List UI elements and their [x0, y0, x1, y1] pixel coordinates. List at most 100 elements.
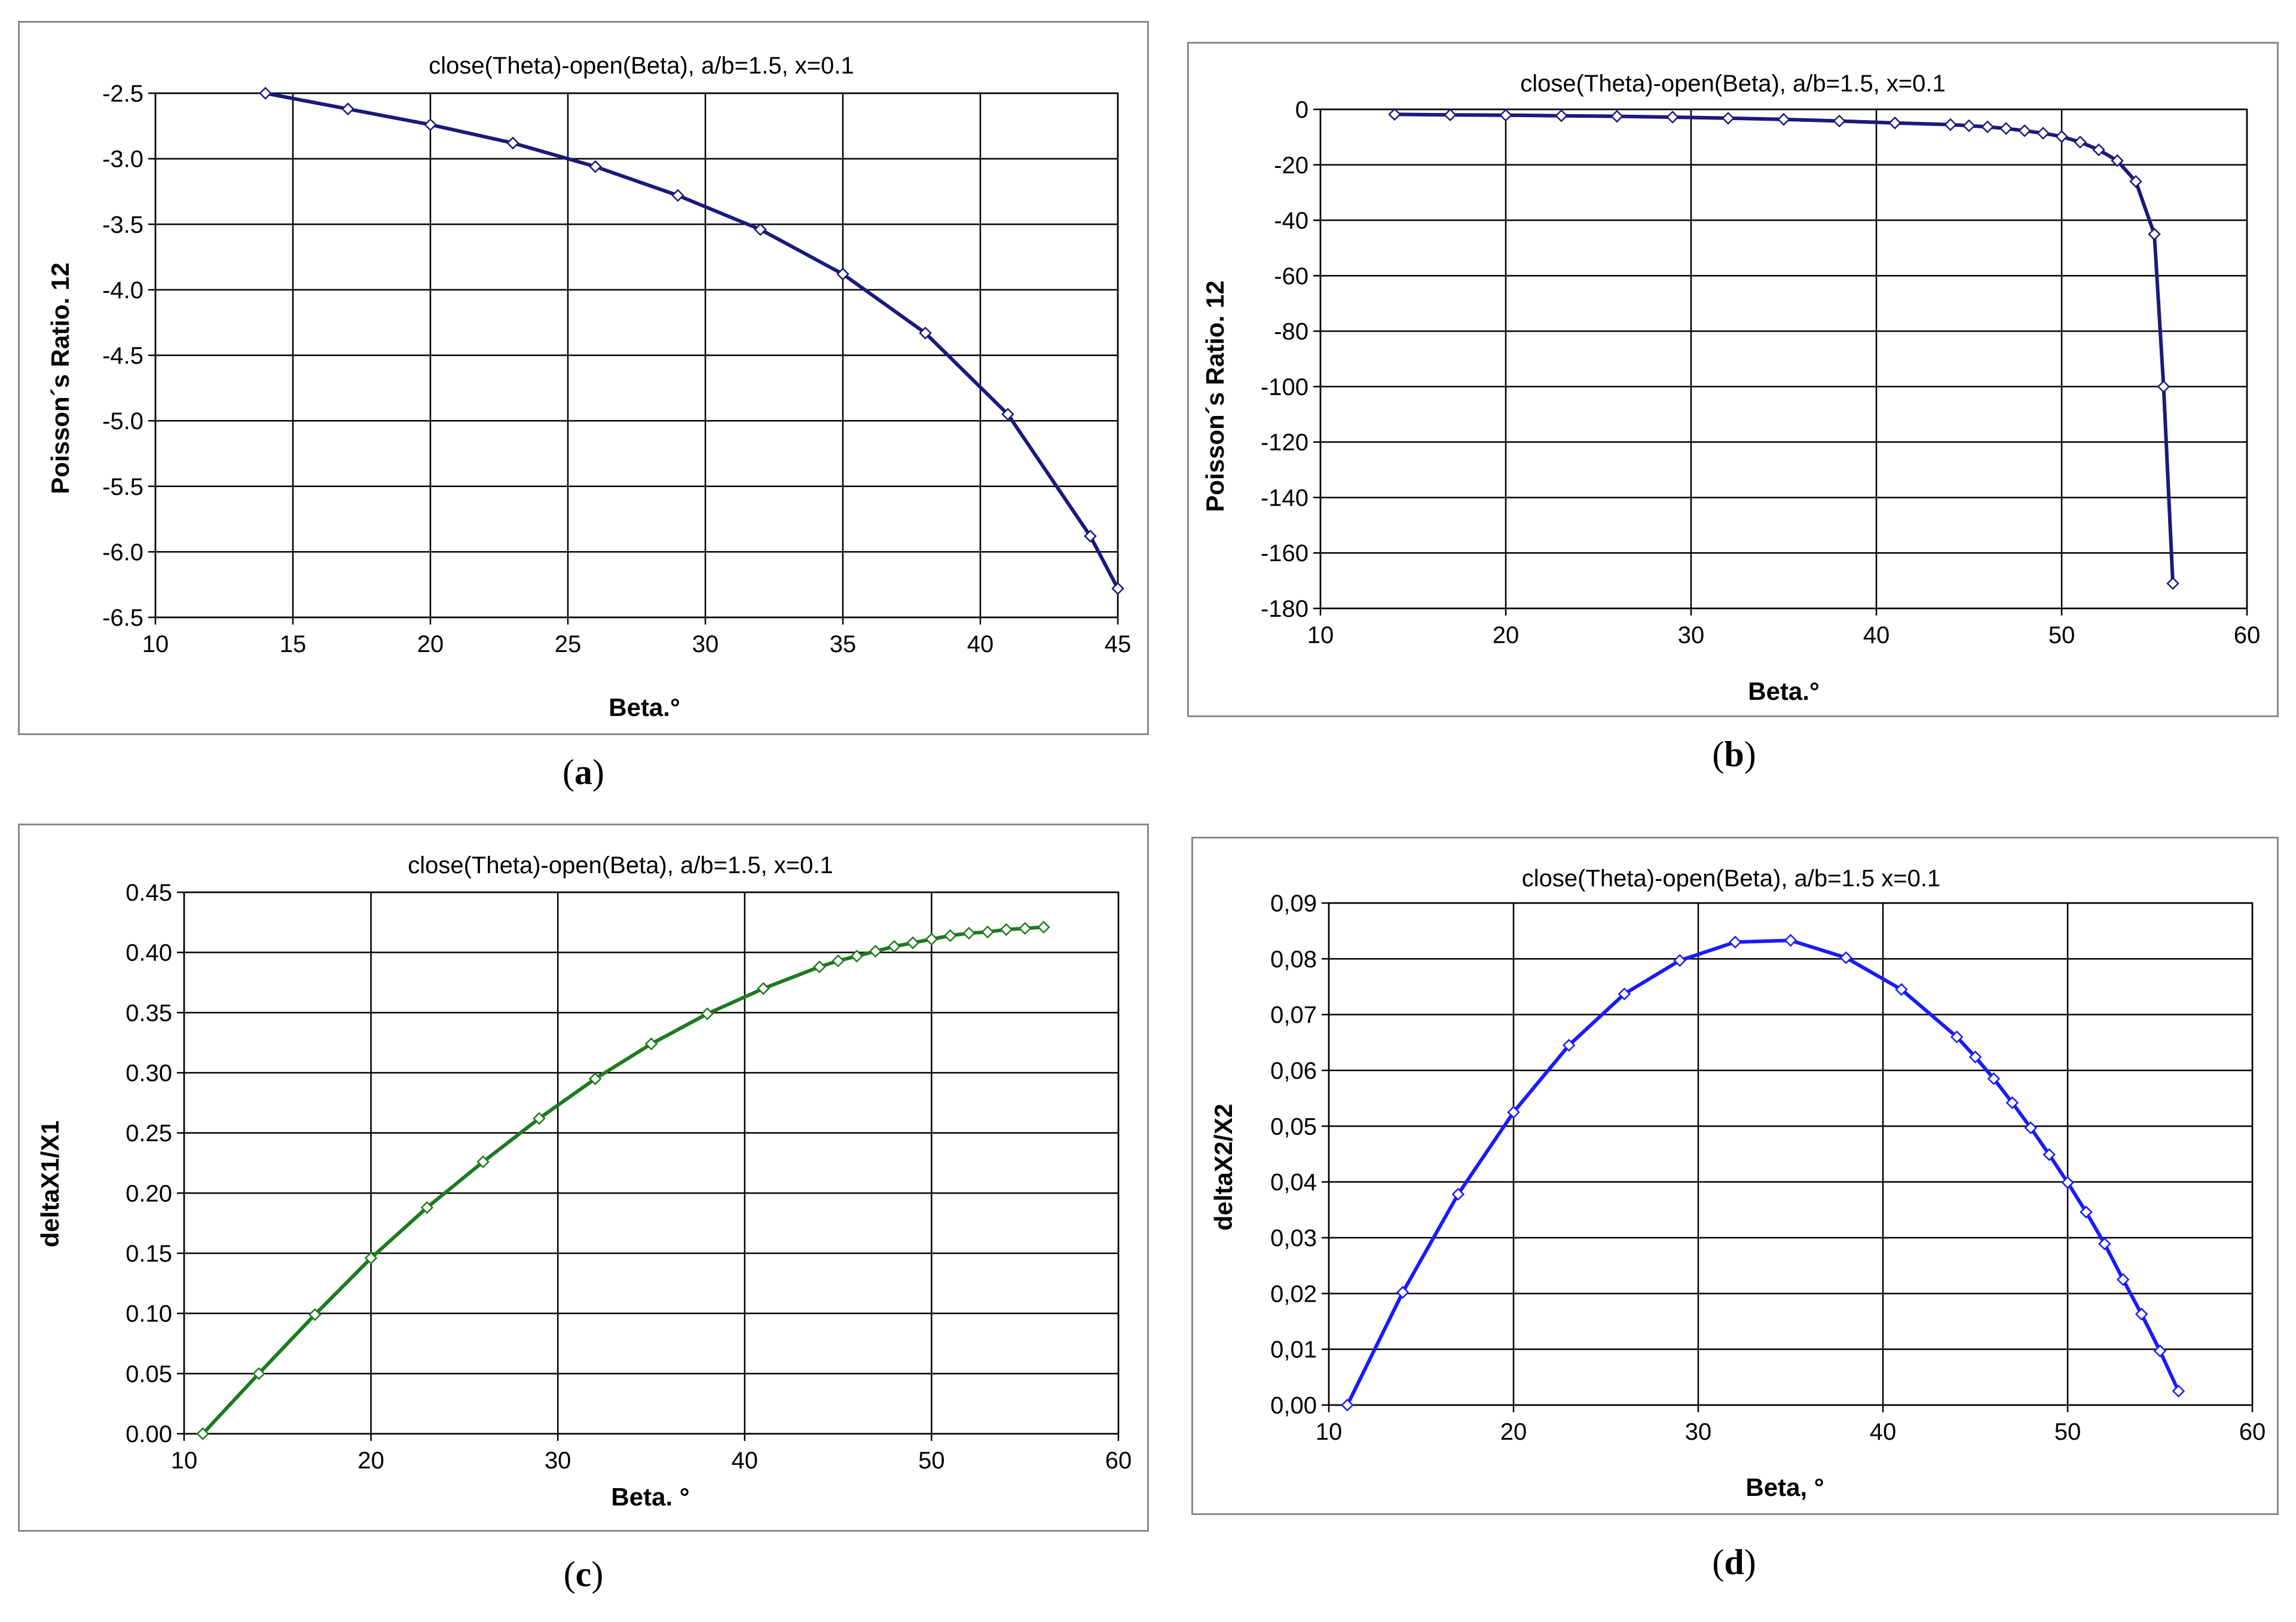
data-point-marker: [1562, 1039, 1576, 1052]
data-point-marker: [1341, 1398, 1354, 1412]
x-tick-label: 20: [1493, 622, 1520, 648]
x-tick-label: 40: [732, 1447, 759, 1474]
y-tick-label: -4.0: [102, 277, 143, 304]
y-tick-labels: 0.00 0.05 0.10 0.15 0.20 0.25 0.30 0.35 0.40 0.45: [126, 880, 172, 1447]
data-point-marker: [671, 189, 684, 202]
data-point-marker: [1451, 1188, 1465, 1201]
plot-area: [183, 891, 1120, 1435]
caption-letter: b: [1724, 735, 1744, 774]
y-tick-label: 0,04: [1270, 1170, 1317, 1196]
data-point-marker: [1555, 109, 1568, 123]
x-tick-labels: 10 15 20 25 30 35 40 45: [142, 631, 1132, 657]
data-point-marker: [506, 136, 519, 150]
data-point-marker: [1673, 954, 1686, 967]
y-tick-label: -100: [1261, 374, 1308, 400]
data-series: [1388, 108, 2179, 590]
data-point-marker: [1499, 108, 1512, 122]
data-point-marker: [754, 223, 767, 236]
x-tick-label: 30: [545, 1447, 571, 1474]
data-point-marker: [1950, 1030, 1964, 1043]
chart-a: close(Theta)-open(Beta), a/b=1.5, x=0.1 …: [46, 53, 1132, 721]
y-tick-label: 0.15: [126, 1241, 172, 1267]
data-point-marker: [1444, 108, 1457, 122]
data-point-marker: [2000, 122, 2013, 135]
data-point-marker: [2135, 1308, 2148, 1321]
data-point-marker: [2037, 127, 2050, 140]
data-point-marker: [196, 1427, 210, 1440]
data-point-marker: [2024, 1121, 2037, 1134]
data-point-marker: [2116, 1273, 2130, 1286]
data-point-marker: [589, 160, 602, 173]
chart-panel-c: close(Theta)-open(Beta), a/b=1.5, x=0.1 …: [18, 824, 1149, 1532]
data-point-marker: [2055, 130, 2068, 143]
caption-c: (c): [563, 1554, 604, 1594]
data-series: [196, 920, 1050, 1440]
plot-area: [1319, 108, 2248, 610]
data-point-marker: [2080, 1205, 2093, 1219]
caption-letter: a: [574, 752, 592, 792]
data-point-marker: [1839, 951, 1852, 965]
chart-title: close(Theta)-open(Beta), a/b=1.5, x=0.1: [429, 53, 854, 79]
x-tick-label: 20: [1500, 1419, 1527, 1445]
data-point-marker: [1001, 408, 1014, 421]
x-tick-label: 45: [1105, 631, 1132, 657]
data-point-marker: [2172, 1384, 2185, 1398]
x-tick-label: 30: [692, 631, 719, 657]
data-point-marker: [1888, 116, 1901, 130]
data-point-marker: [2129, 175, 2142, 188]
chart-c: close(Theta)-open(Beta), a/b=1.5, x=0.1 …: [36, 852, 1132, 1511]
y-tick-label: 0.10: [126, 1301, 172, 1327]
series-line: [201, 925, 1045, 1436]
data-point-marker: [424, 118, 437, 131]
chart-panel-a: close(Theta)-open(Beta), a/b=1.5, x=0.1 …: [18, 21, 1149, 735]
data-point-marker: [1111, 582, 1124, 595]
x-tick-label: 20: [357, 1447, 384, 1474]
data-point-marker: [1037, 920, 1050, 934]
series-line: [1393, 112, 2175, 586]
x-tick-label: 10: [1307, 622, 1334, 648]
x-tick-labels: 10 20 30 40 50 60: [1307, 622, 2261, 648]
data-point-marker: [533, 1112, 546, 1125]
data-point-marker: [420, 1201, 434, 1214]
data-point-marker: [2018, 124, 2031, 137]
data-point-marker: [341, 102, 354, 116]
data-point-marker: [1777, 112, 1790, 126]
data-point-marker: [1962, 119, 1976, 133]
data-point-marker: [1084, 530, 1097, 543]
y-tick-label: -20: [1274, 152, 1308, 179]
data-point-marker: [2098, 1237, 2111, 1251]
data-point-marker: [259, 87, 272, 100]
y-tick-labels: 0 -20 -40 -60 -80 -100 -120 -140 -160 -180: [1261, 97, 1308, 622]
y-tick-labels: 0,00 0,01 0,02 0,03 0,04 0,05 0,06 0,07 0,08 0,09: [1270, 890, 1317, 1419]
data-series: [1341, 934, 2185, 1412]
data-point-marker: [1981, 120, 1994, 133]
data-point-marker: [2043, 1148, 2056, 1161]
data-point-marker: [943, 929, 957, 942]
y-tick-label: 0,05: [1270, 1113, 1317, 1140]
y-tick-label: -5.5: [102, 474, 143, 500]
y-tick-label: 0,01: [1270, 1337, 1317, 1363]
data-point-marker: [1507, 1106, 1520, 1119]
x-tick-label: 30: [1685, 1419, 1712, 1445]
data-point-marker: [1396, 1286, 1410, 1299]
caption-letter: d: [1724, 1543, 1744, 1582]
chart-d: close(Theta)-open(Beta), a/b=1.5 x=0.1 1…: [1209, 865, 2266, 1501]
chart-title: close(Theta)-open(Beta), a/b=1.5, x=0.1: [1520, 71, 1946, 97]
x-axis-label: Beta.°: [609, 693, 680, 721]
y-axis-label: Poisson´s Ratio. 12: [1201, 280, 1229, 512]
y-tick-label: 0,07: [1270, 1002, 1317, 1029]
y-tick-label: 0.00: [126, 1421, 172, 1447]
y-tick-label: -5.0: [102, 408, 143, 434]
y-tick-label: 0,06: [1270, 1058, 1317, 1084]
data-point-marker: [1944, 118, 1957, 131]
y-tick-label: 0: [1295, 97, 1308, 123]
data-point-marker: [2148, 227, 2161, 241]
x-tick-label: 40: [967, 631, 994, 657]
y-tick-label: -3.0: [102, 146, 143, 173]
data-point-marker: [2005, 1096, 2019, 1109]
y-tick-label: -2.5: [102, 81, 143, 107]
data-point-marker: [906, 936, 919, 950]
chart-title: close(Theta)-open(Beta), a/b=1.5 x=0.1: [1522, 865, 1940, 892]
caption-letter: c: [575, 1554, 592, 1594]
y-tick-label: -120: [1261, 430, 1308, 456]
